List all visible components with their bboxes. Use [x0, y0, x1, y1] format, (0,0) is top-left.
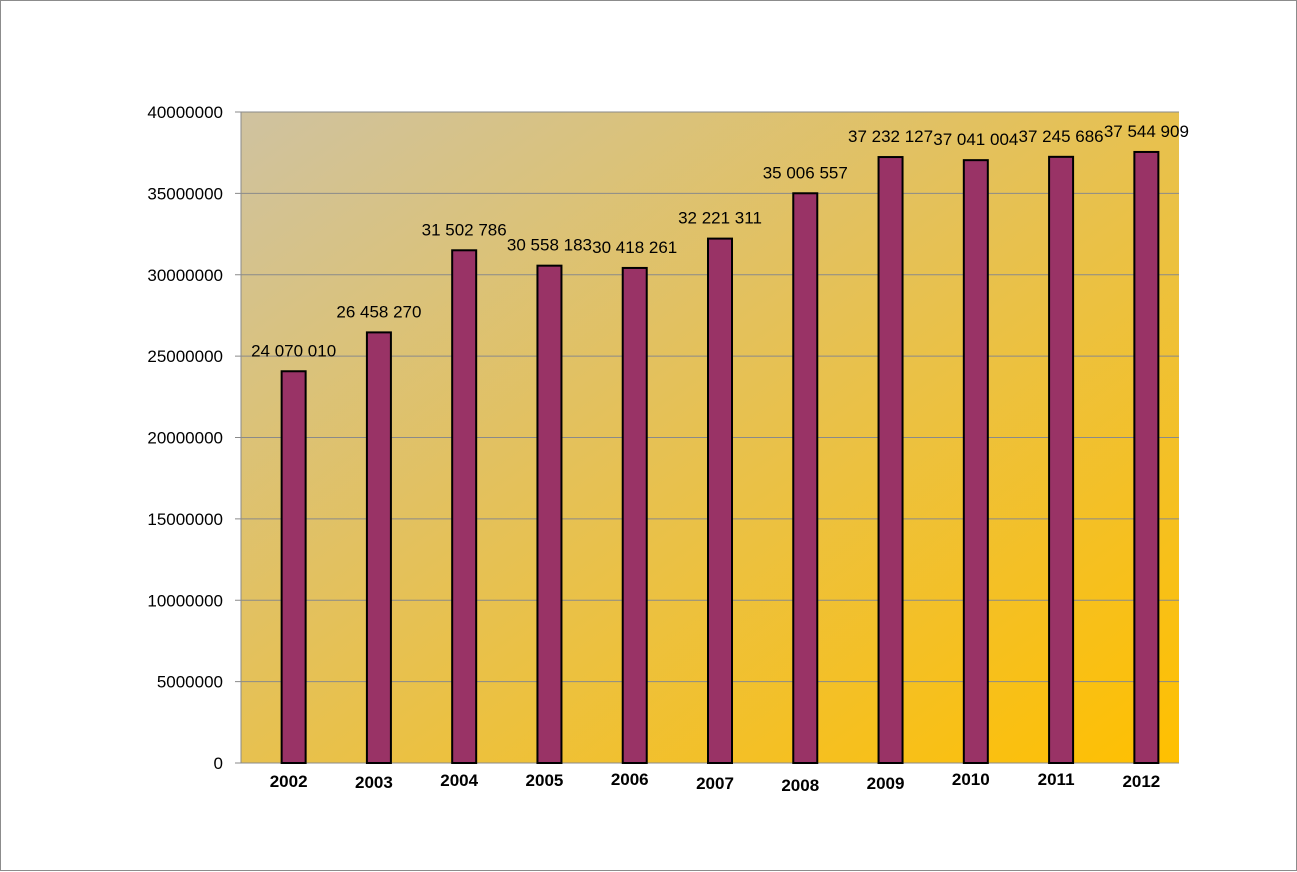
x-axis-tick-labels: 2002 2003 2004 2005 2006 2007 2008 2009 2010 2011…	[270, 770, 1161, 795]
bar-2006	[623, 268, 647, 763]
x-tick-label: 2010	[952, 770, 990, 789]
x-tick-label: 2004	[440, 771, 478, 790]
data-label: 30 558 183	[507, 236, 592, 255]
bar-2003	[367, 332, 391, 763]
data-label: 37 544 909	[1104, 122, 1189, 141]
y-tick-label: 10000000	[147, 591, 223, 610]
x-tick-label: 2006	[611, 770, 649, 789]
data-label: 32 221 311	[678, 209, 762, 228]
x-tick-label: 2003	[355, 773, 393, 792]
y-tick-label: 25000000	[147, 347, 223, 366]
x-tick-label: 2007	[696, 774, 734, 793]
x-tick-label: 2009	[867, 774, 905, 793]
data-label: 37 041 004	[933, 130, 1018, 149]
y-tick-label: 20000000	[147, 429, 223, 448]
bar-2011	[1049, 157, 1073, 763]
y-tick-label: 0	[214, 754, 223, 773]
y-tick-label: 5000000	[157, 673, 223, 692]
bar-2012	[1134, 152, 1158, 763]
data-label: 30 418 261	[592, 238, 677, 257]
y-tick-label: 35000000	[147, 184, 223, 203]
bar-2002	[282, 371, 306, 763]
y-axis-tick-labels: 0 5000000 10000000 15000000 20000000 25000000…	[147, 103, 223, 773]
data-label: 24 070 010	[251, 341, 336, 360]
bar-2010	[964, 160, 988, 763]
data-label: 37 232 127	[848, 127, 933, 146]
bar-2004	[452, 250, 476, 763]
data-label: 31 502 786	[422, 220, 507, 239]
data-label: 26 458 270	[336, 302, 421, 321]
x-tick-label: 2008	[781, 776, 819, 795]
data-label: 37 245 686	[1019, 127, 1104, 146]
x-tick-label: 2002	[270, 772, 308, 791]
x-tick-label: 2012	[1122, 772, 1160, 791]
x-tick-label: 2005	[526, 771, 564, 790]
data-label: 35 006 557	[763, 163, 848, 182]
bar-2007	[708, 239, 732, 763]
bar-2008	[793, 193, 817, 763]
y-tick-label: 40000000	[147, 103, 223, 122]
y-tick-label: 15000000	[147, 510, 223, 529]
y-tick-label: 30000000	[147, 266, 223, 285]
bar-2009	[879, 157, 903, 763]
x-tick-label: 2011	[1038, 770, 1075, 789]
bar-2005	[537, 266, 561, 763]
